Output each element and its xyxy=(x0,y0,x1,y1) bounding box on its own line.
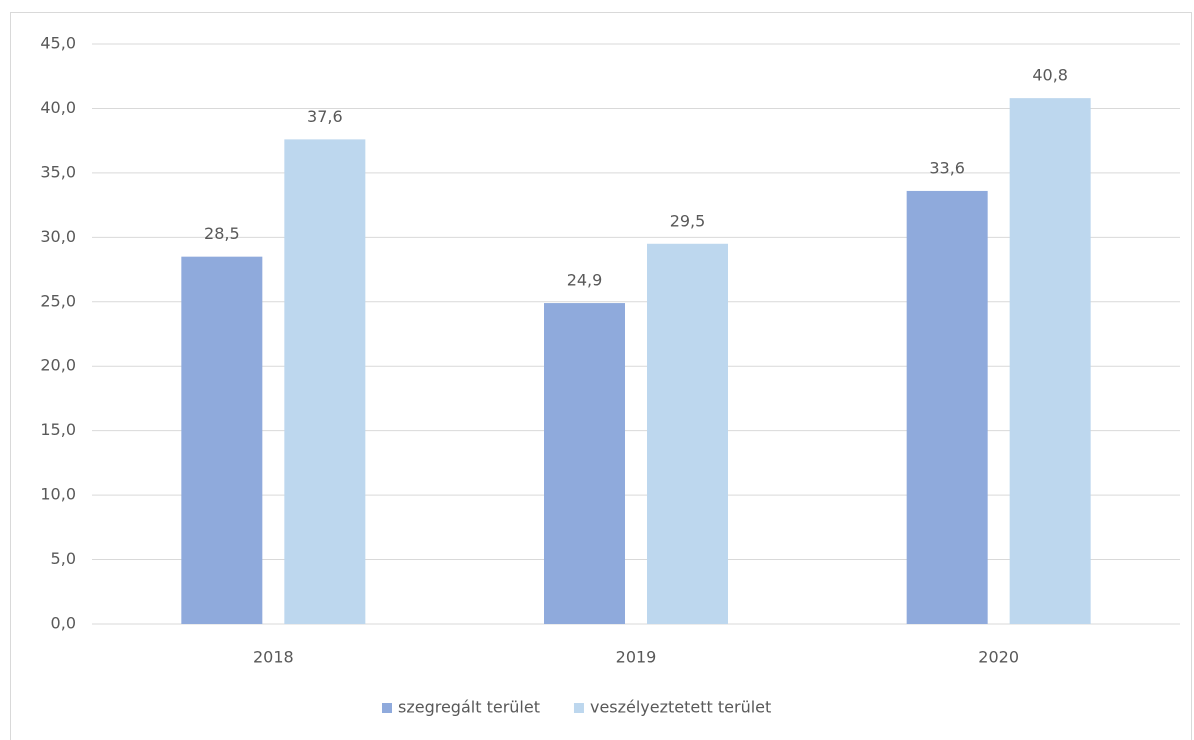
bar xyxy=(284,139,366,624)
value-label: 24,9 xyxy=(567,271,603,290)
legend-swatch xyxy=(382,703,392,713)
bar xyxy=(544,303,625,624)
y-tick-label: 15,0 xyxy=(40,420,76,439)
y-tick-label: 35,0 xyxy=(40,162,76,181)
y-tick-label: 45,0 xyxy=(40,34,76,53)
legend-swatch xyxy=(573,703,584,713)
x-tick-label: 2018 xyxy=(253,648,294,667)
legend-label: veszélyeztetett terület xyxy=(590,698,771,717)
value-label: 33,6 xyxy=(929,158,965,177)
value-label: 29,5 xyxy=(670,211,706,230)
y-tick-label: 5,0 xyxy=(51,549,76,568)
bar xyxy=(181,256,263,624)
bar xyxy=(1009,98,1091,625)
y-tick-label: 0,0 xyxy=(51,614,76,633)
y-tick-label: 40,0 xyxy=(40,98,76,117)
value-label: 37,6 xyxy=(307,107,343,126)
value-label: 28,5 xyxy=(204,224,240,243)
y-tick-label: 30,0 xyxy=(40,227,76,246)
legend-label: szegregált terület xyxy=(398,698,540,717)
value-label: 40,8 xyxy=(1032,66,1068,85)
y-tick-label: 25,0 xyxy=(40,291,76,310)
bar xyxy=(906,190,988,624)
y-tick-label: 10,0 xyxy=(40,485,76,504)
x-tick-label: 2020 xyxy=(978,648,1019,667)
x-tick-label: 2019 xyxy=(616,648,657,667)
y-tick-label: 20,0 xyxy=(40,356,76,375)
bar xyxy=(647,243,728,624)
